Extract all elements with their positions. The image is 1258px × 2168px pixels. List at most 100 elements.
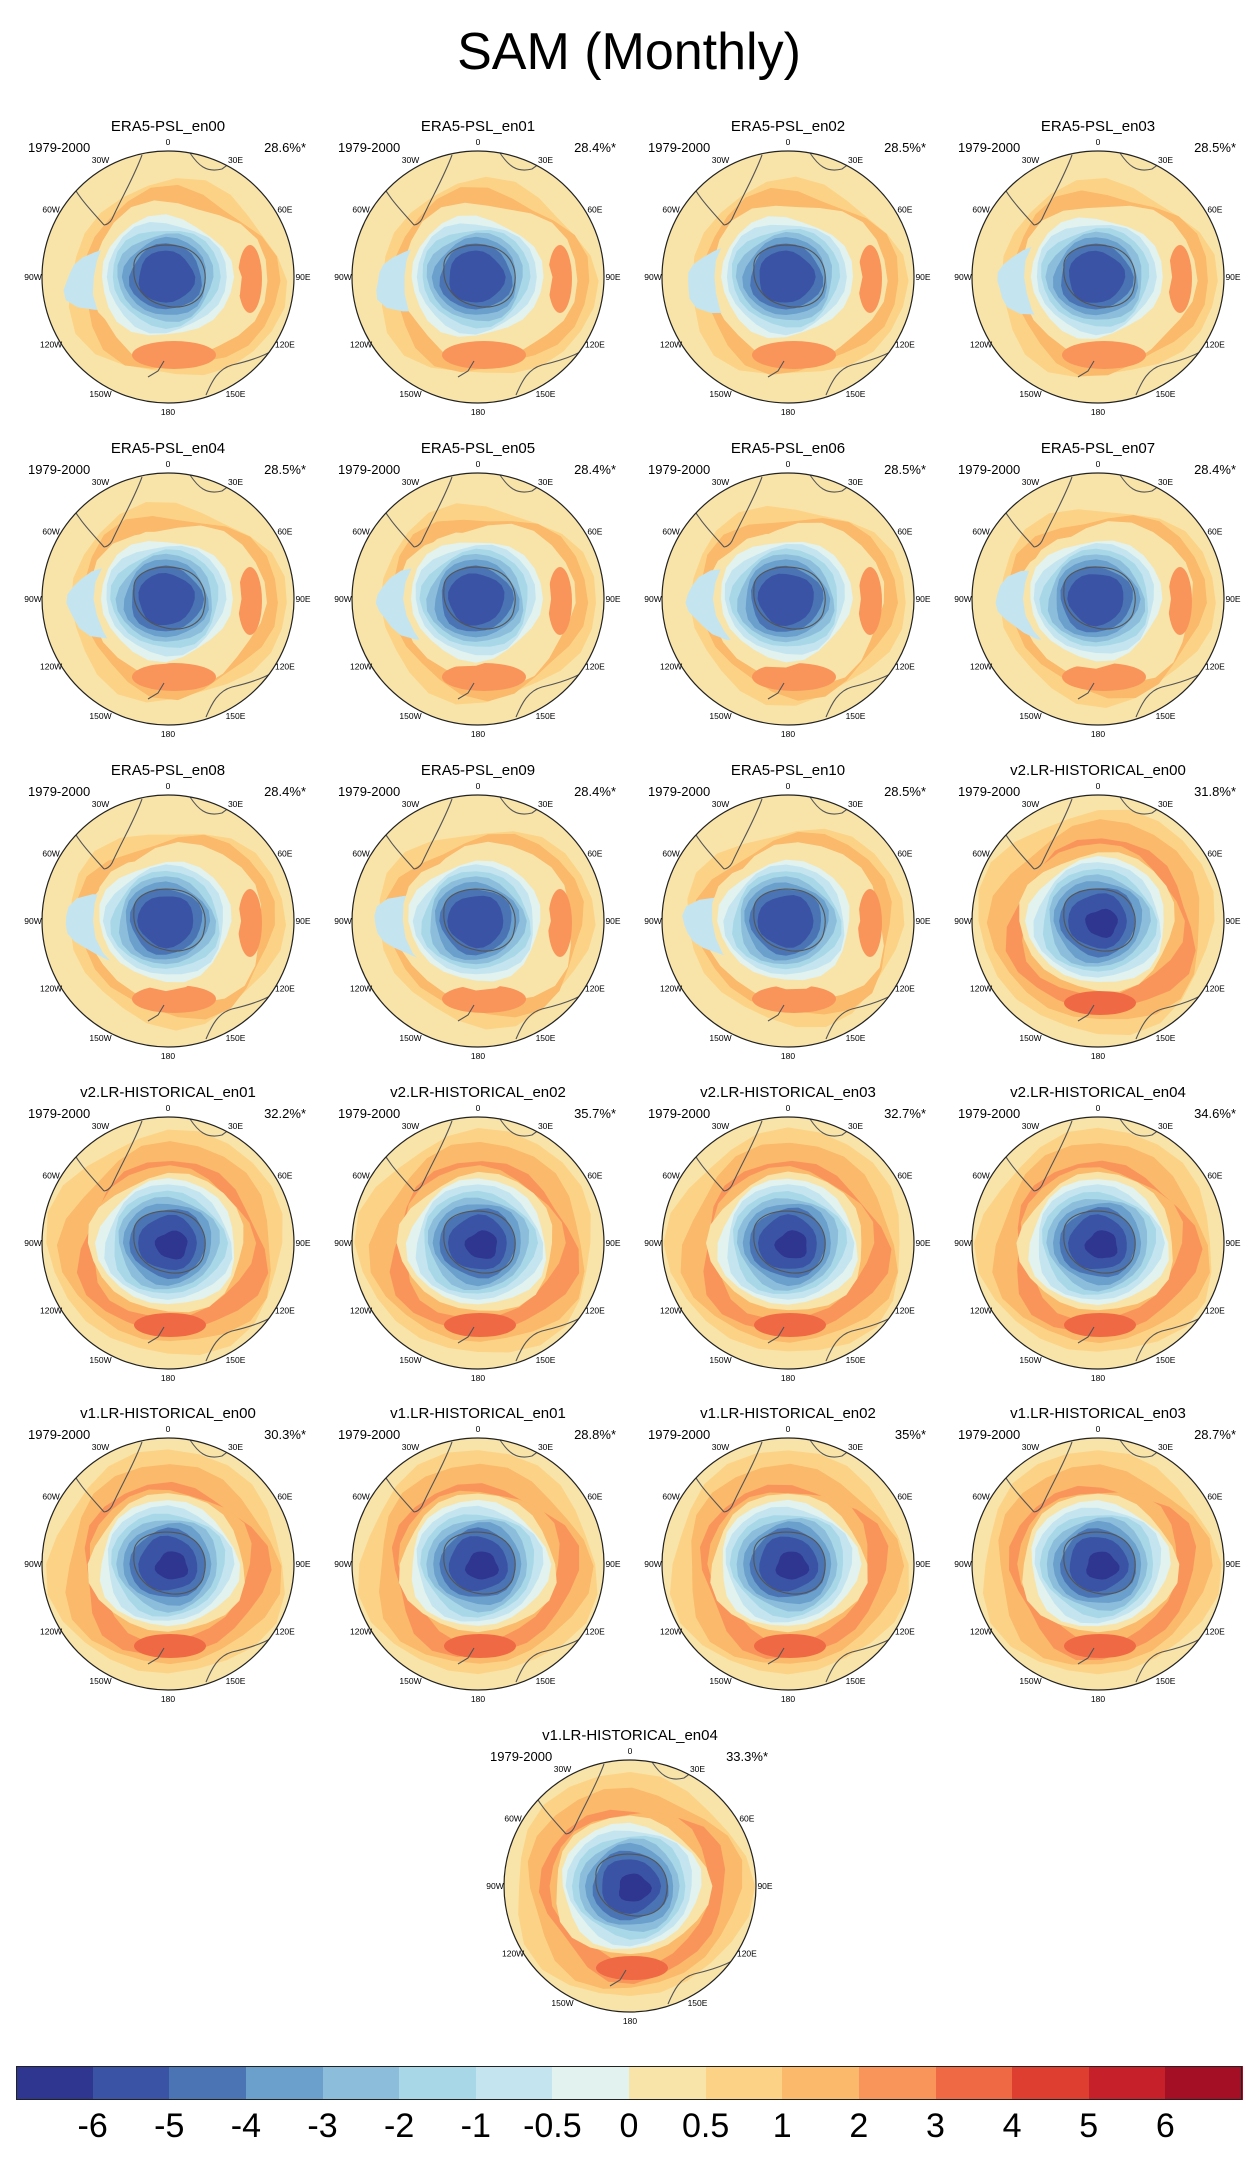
longitude-label: 180 (1091, 1694, 1105, 1704)
map-panel: ERA5-PSL_en10 1979-2000 28.5%* 0 30E 60E 90E 12… (638, 762, 938, 1062)
longitude-label: 90E (915, 594, 930, 604)
longitude-label: 60E (897, 1171, 912, 1181)
colorbar-tick-label: -5 (154, 2107, 185, 2145)
longitude-label: 90E (915, 1238, 930, 1248)
panel-variance: 28.4%* (574, 784, 616, 799)
panel-period: 1979-2000 (648, 784, 711, 799)
longitude-label: 30W (554, 1764, 571, 1774)
longitude-label: 180 (471, 407, 485, 417)
longitude-label: 60W (352, 205, 369, 215)
longitude-label: 150E (846, 1033, 866, 1043)
longitude-label: 150E (536, 1033, 556, 1043)
longitude-label: 150E (1156, 1033, 1176, 1043)
longitude-label: 90W (954, 1559, 971, 1569)
longitude-label: 90E (605, 272, 620, 282)
longitude-label: 30E (848, 477, 863, 487)
longitude-label: 30W (1022, 1442, 1039, 1452)
longitude-label: 180 (471, 729, 485, 739)
colorbar-tick-label: 4 (1002, 2107, 1022, 2145)
polar-map: 0 30E 60E 90E 120E 150E 180 150W 120W 90W 60W 30W (954, 781, 1241, 1061)
longitude-label: 120W (970, 1306, 992, 1316)
longitude-label: 30W (92, 155, 109, 165)
polar-map: 0 30E 60E 90E 120E 150E 180 150W 120W 90W 60W 30W (644, 1103, 931, 1383)
panel-variance: 28.8%* (574, 1427, 616, 1442)
longitude-label: 60W (662, 1171, 679, 1181)
colorbar-tick-label: 0 (619, 2107, 639, 2145)
longitude-label: 0 (166, 137, 171, 147)
map-panel: v2.LR-HISTORICAL_en00 1979-2000 31.8%* 0 30E… (948, 762, 1248, 1062)
longitude-label: 30W (402, 1442, 419, 1452)
longitude-label: 90E (757, 1881, 772, 1891)
panel-title: v1.LR-HISTORICAL_en04 (542, 1727, 718, 1744)
panel-variance: 28.4%* (264, 784, 306, 799)
longitude-label: 180 (471, 1051, 485, 1061)
longitude-label: 180 (161, 1373, 175, 1383)
panel-title: ERA5-PSL_en04 (110, 440, 226, 457)
longitude-label: 0 (476, 137, 481, 147)
longitude-label: 30E (690, 1764, 705, 1774)
colorbar-segment (16, 2066, 94, 2100)
longitude-label: 90W (334, 272, 351, 282)
panel-title: ERA5-PSL_en06 (730, 440, 846, 457)
longitude-label: 90W (644, 272, 661, 282)
panel-title: v2.LR-HISTORICAL_en04 (1010, 1084, 1186, 1101)
figure-title: SAM (Monthly) (457, 23, 801, 81)
longitude-label: 0 (166, 1103, 171, 1113)
longitude-label: 60W (972, 527, 989, 537)
longitude-label: 120W (660, 1627, 682, 1637)
longitude-label: 60W (352, 1492, 369, 1502)
longitude-label: 60E (1207, 1171, 1222, 1181)
longitude-label: 120E (1205, 1627, 1225, 1637)
longitude-label: 90W (644, 1559, 661, 1569)
panel-title: v1.LR-HISTORICAL_en03 (1010, 1405, 1186, 1422)
map-border (661, 472, 915, 726)
longitude-label: 180 (1091, 729, 1105, 739)
panel-title: ERA5-PSL_en10 (730, 762, 846, 779)
polar-map: 0 30E 60E 90E 120E 150E 180 150W 120W 90W 60W 30W (24, 137, 311, 417)
panel-title: ERA5-PSL_en03 (1040, 118, 1156, 135)
longitude-label: 120E (895, 340, 915, 350)
longitude-label: 150E (1156, 1355, 1176, 1365)
longitude-label: 150W (89, 1676, 111, 1686)
longitude-label: 30E (538, 1121, 553, 1131)
pressure-anomaly-field (662, 1438, 914, 1690)
pressure-anomaly-field (42, 151, 294, 403)
panel-period: 1979-2000 (338, 140, 401, 155)
longitude-label: 30W (1022, 155, 1039, 165)
longitude-label: 30E (848, 1442, 863, 1452)
panel-variance: 28.4%* (574, 140, 616, 155)
longitude-label: 60W (972, 1171, 989, 1181)
longitude-label: 120W (970, 662, 992, 672)
longitude-label: 120E (1205, 340, 1225, 350)
colorbar-segment (92, 2066, 170, 2100)
panel-title: ERA5-PSL_en05 (420, 440, 536, 457)
panel-period: 1979-2000 (648, 1106, 711, 1121)
longitude-label: 90E (1225, 1238, 1240, 1248)
colorbar-segment (245, 2066, 323, 2100)
longitude-label: 60E (739, 1814, 754, 1824)
longitude-label: 120E (737, 1949, 757, 1959)
panel-period: 1979-2000 (648, 140, 711, 155)
panel-period: 1979-2000 (648, 462, 711, 477)
longitude-label: 0 (1096, 137, 1101, 147)
longitude-label: 120W (660, 1306, 682, 1316)
longitude-label: 120W (350, 984, 372, 994)
longitude-label: 150W (709, 1033, 731, 1043)
longitude-label: 60W (352, 849, 369, 859)
panel-variance: 28.5%* (884, 462, 926, 477)
longitude-label: 150W (89, 1355, 111, 1365)
map-border (971, 1116, 1225, 1370)
panel-period: 1979-2000 (958, 784, 1021, 799)
longitude-label: 120W (350, 1306, 372, 1316)
longitude-label: 0 (628, 1746, 633, 1756)
pressure-anomaly-field (972, 795, 1224, 1047)
map-border (503, 1759, 757, 2013)
longitude-label: 120W (40, 340, 62, 350)
longitude-label: 120E (585, 1306, 605, 1316)
panel-title: v1.LR-HISTORICAL_en02 (700, 1405, 876, 1422)
colorbar-tick-label: 2 (849, 2107, 869, 2145)
longitude-label: 180 (161, 729, 175, 739)
polar-map: 0 30E 60E 90E 120E 150E 180 150W 120W 90W 60W 30W (954, 459, 1241, 739)
longitude-label: 150W (551, 1998, 573, 2008)
longitude-label: 30W (402, 799, 419, 809)
